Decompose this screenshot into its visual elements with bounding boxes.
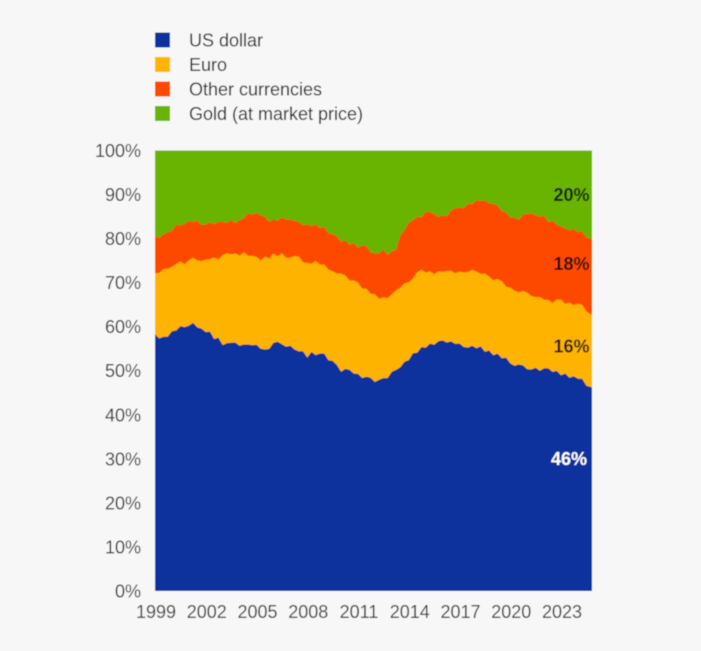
svg-text:2014: 2014 <box>390 602 430 622</box>
svg-text:Gold (at market price): Gold (at market price) <box>189 104 363 124</box>
svg-text:60%: 60% <box>105 317 141 337</box>
svg-text:70%: 70% <box>105 273 141 293</box>
svg-text:46%: 46% <box>551 449 587 469</box>
svg-text:Euro: Euro <box>189 55 227 75</box>
svg-text:US dollar: US dollar <box>189 31 263 51</box>
svg-text:2002: 2002 <box>187 602 227 622</box>
svg-text:90%: 90% <box>105 185 141 205</box>
svg-text:2017: 2017 <box>440 602 480 622</box>
svg-text:30%: 30% <box>105 449 141 469</box>
svg-text:18%: 18% <box>553 254 589 274</box>
svg-text:40%: 40% <box>105 405 141 425</box>
svg-text:20%: 20% <box>553 185 589 205</box>
svg-text:20%: 20% <box>105 493 141 513</box>
svg-text:2011: 2011 <box>340 602 379 622</box>
svg-text:2023: 2023 <box>542 602 582 622</box>
svg-text:2020: 2020 <box>491 602 531 622</box>
svg-text:2008: 2008 <box>288 602 328 622</box>
svg-text:50%: 50% <box>105 361 141 381</box>
svg-text:16%: 16% <box>553 337 589 357</box>
svg-text:100%: 100% <box>95 141 141 161</box>
svg-text:80%: 80% <box>105 229 141 249</box>
svg-text:2005: 2005 <box>237 602 277 622</box>
svg-text:10%: 10% <box>105 538 141 558</box>
svg-text:Other currencies: Other currencies <box>189 80 322 100</box>
svg-text:0%: 0% <box>115 582 141 602</box>
svg-text:1999: 1999 <box>136 602 176 622</box>
